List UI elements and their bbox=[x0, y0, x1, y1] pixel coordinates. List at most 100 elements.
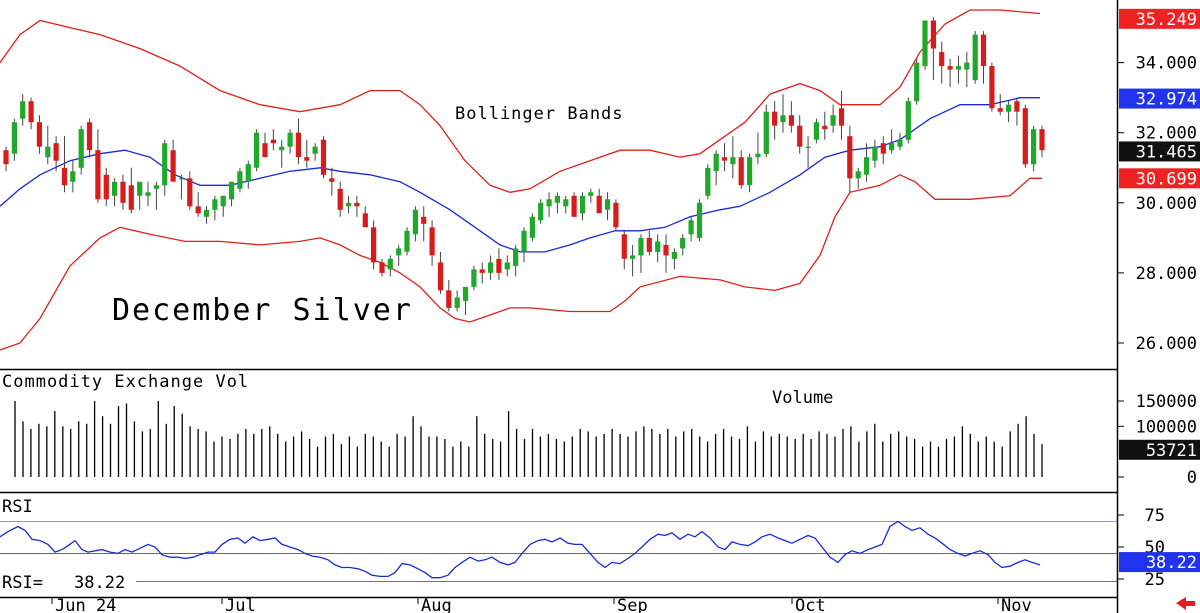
price-badge bbox=[1119, 88, 1200, 109]
candle-body bbox=[279, 146, 285, 151]
candle bbox=[521, 227, 527, 263]
candle bbox=[312, 143, 318, 161]
candle bbox=[128, 167, 134, 214]
candle bbox=[880, 136, 886, 165]
candle bbox=[187, 171, 193, 210]
candle bbox=[20, 94, 26, 126]
candle bbox=[588, 188, 594, 203]
candle-body bbox=[563, 199, 569, 207]
candle-body bbox=[588, 192, 594, 196]
price-tick-label: 28.000 bbox=[1136, 264, 1197, 284]
candle bbox=[36, 115, 42, 154]
candle-body bbox=[53, 143, 59, 161]
candle-body bbox=[554, 195, 560, 203]
candle-body bbox=[229, 181, 235, 200]
rsi-readout-box bbox=[0, 572, 136, 593]
candle-body bbox=[220, 195, 226, 207]
candle bbox=[220, 195, 226, 217]
candle bbox=[53, 136, 59, 172]
candle-body bbox=[922, 20, 928, 67]
candle bbox=[504, 255, 510, 277]
candle-body bbox=[947, 66, 953, 70]
candle-body bbox=[930, 20, 936, 49]
candle-body bbox=[705, 167, 711, 196]
candle-body bbox=[797, 125, 803, 147]
candle bbox=[955, 55, 962, 84]
arrow-left-icon[interactable] bbox=[1176, 597, 1195, 610]
candle-body bbox=[78, 129, 84, 168]
candle bbox=[162, 139, 168, 196]
candle bbox=[855, 167, 861, 189]
candle-body bbox=[822, 125, 828, 130]
candle bbox=[813, 118, 819, 144]
scroll-left-arrow[interactable] bbox=[1176, 597, 1195, 610]
candle-body bbox=[421, 216, 427, 224]
candle-body bbox=[45, 146, 51, 158]
candle bbox=[989, 62, 995, 112]
candle-body bbox=[287, 132, 293, 147]
candle-body bbox=[763, 111, 769, 154]
volume-panel: Commodity Exchange Vol Volume 0 100000 150… bbox=[2, 372, 1200, 488]
candle-body bbox=[237, 171, 243, 189]
candle-body bbox=[1031, 129, 1037, 165]
candle-body bbox=[254, 132, 260, 168]
candle-body bbox=[889, 143, 895, 151]
price-badge-label: 31.465 bbox=[1136, 142, 1197, 162]
candle bbox=[964, 52, 970, 88]
candle bbox=[61, 136, 68, 193]
candle bbox=[304, 139, 310, 168]
candle-body bbox=[304, 157, 310, 161]
candle-body bbox=[245, 164, 251, 182]
candle-body bbox=[95, 150, 101, 200]
candle-body bbox=[513, 248, 519, 266]
candle-body bbox=[838, 108, 845, 126]
candle bbox=[345, 195, 352, 214]
candle-body bbox=[103, 174, 109, 200]
candle-body bbox=[212, 199, 218, 210]
candle-body bbox=[980, 34, 987, 67]
candle bbox=[805, 136, 811, 168]
candle bbox=[195, 192, 201, 217]
candle bbox=[496, 248, 502, 280]
candle-body bbox=[187, 178, 193, 207]
candle-body bbox=[120, 181, 126, 203]
candle-body bbox=[387, 258, 393, 270]
candle bbox=[554, 192, 560, 214]
candle-body bbox=[663, 244, 669, 256]
volume-bars bbox=[14, 401, 1043, 477]
candle-body bbox=[613, 202, 619, 228]
price-panel: December Silver Bollinger Bands 26.000 28… bbox=[0, 8, 1200, 354]
candle bbox=[404, 227, 410, 256]
candle bbox=[329, 167, 335, 196]
candle-body bbox=[1014, 101, 1020, 112]
candle-body bbox=[1006, 104, 1012, 112]
x-tick-label: Sep bbox=[617, 596, 648, 613]
candle-body bbox=[989, 66, 995, 109]
candle bbox=[1022, 104, 1028, 168]
candle-body bbox=[972, 34, 978, 81]
candle-body bbox=[312, 146, 318, 154]
candle bbox=[922, 20, 928, 70]
candle bbox=[287, 129, 293, 154]
candle bbox=[203, 206, 210, 224]
candle-body bbox=[396, 248, 402, 256]
volume-badge: 53721 bbox=[1119, 439, 1200, 461]
candle bbox=[28, 97, 34, 130]
candle-body bbox=[454, 297, 460, 308]
candle bbox=[772, 101, 778, 140]
candle bbox=[830, 104, 836, 133]
candle-body bbox=[404, 230, 410, 252]
candle bbox=[270, 129, 276, 151]
price-tick-label: 32.000 bbox=[1136, 124, 1197, 144]
candle bbox=[705, 164, 711, 200]
candle bbox=[571, 192, 577, 217]
candle bbox=[1006, 101, 1012, 123]
rsi-badge: 38.22 bbox=[1119, 552, 1200, 573]
candle-body bbox=[964, 62, 970, 70]
x-axis-ticks: Jun 24 Jul Aug Sep Oct Nov bbox=[51, 596, 1032, 613]
candle-body bbox=[28, 101, 34, 123]
candle bbox=[170, 139, 176, 182]
candle-body bbox=[905, 101, 911, 140]
candle-body bbox=[270, 139, 276, 144]
